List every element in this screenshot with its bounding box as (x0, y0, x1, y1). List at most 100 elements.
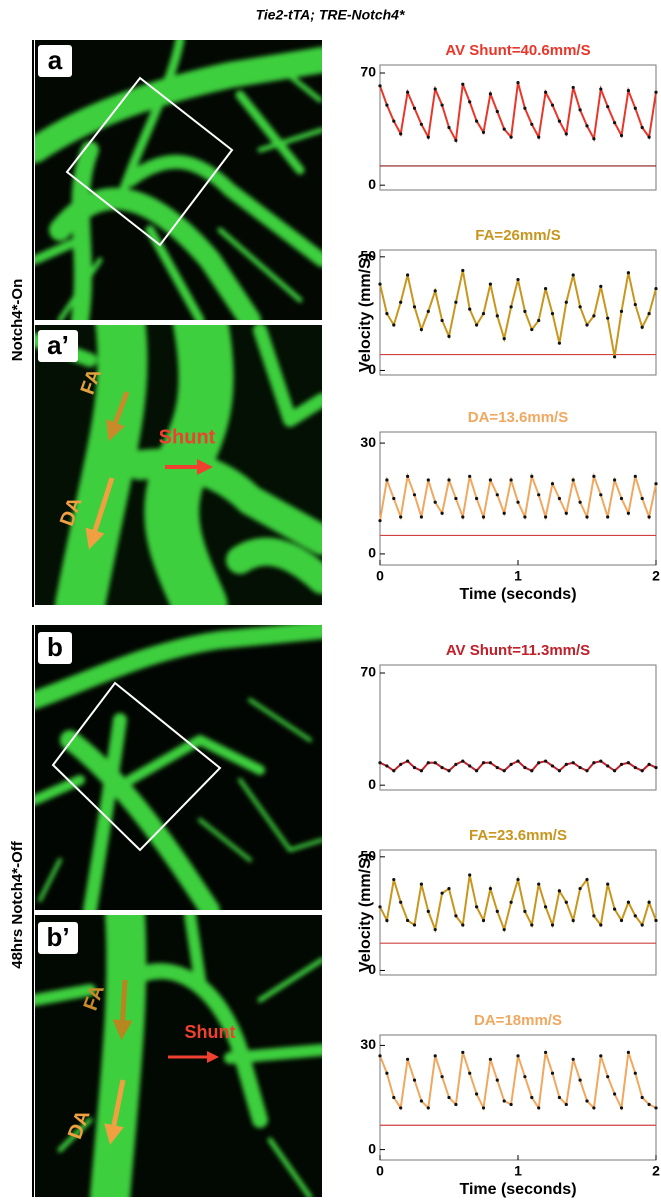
data-point (461, 759, 465, 763)
data-point (516, 877, 520, 882)
data-point (454, 138, 458, 142)
data-point (606, 764, 610, 768)
data-point (440, 511, 444, 515)
y-tick-label: 0 (368, 961, 376, 977)
data-point (626, 89, 631, 93)
data-point (447, 1095, 451, 1100)
data-point (557, 496, 562, 501)
data-point (606, 105, 610, 109)
plot-area (379, 1034, 657, 1161)
data-point (475, 496, 479, 501)
data-point (613, 121, 617, 125)
data-point (468, 100, 472, 104)
data-point (578, 500, 582, 504)
data-point (606, 1075, 610, 1079)
panel-label: a’ (47, 330, 69, 360)
chart-title: FA=26mm/S (475, 227, 560, 244)
annotation: Shunt (185, 1022, 236, 1042)
data-point (454, 496, 458, 501)
micrograph (35, 40, 322, 320)
data-point (537, 318, 541, 323)
data-point (488, 478, 492, 482)
data-point (585, 1099, 589, 1103)
data-point (481, 761, 486, 765)
data-point (399, 132, 403, 136)
data-point (516, 759, 520, 763)
data-point (385, 918, 389, 923)
y-tick-label: 50 (360, 248, 376, 264)
data-point (537, 1106, 541, 1110)
data-point (454, 762, 458, 766)
y-tick-label: 0 (368, 176, 376, 192)
chart-title: AV Shunt=40.6mm/S (445, 42, 590, 59)
data-point (440, 1075, 444, 1079)
data-point (537, 135, 541, 139)
data-point (633, 1071, 637, 1075)
annotation: Shunt (159, 426, 216, 448)
data-point (537, 761, 541, 765)
data-point (378, 519, 382, 523)
data-point (481, 515, 486, 519)
data-point (599, 1054, 603, 1058)
data-point (412, 493, 417, 497)
data-point (509, 1102, 513, 1107)
data-point (412, 305, 417, 309)
data-point (613, 1092, 617, 1096)
data-point (557, 769, 562, 773)
data-point (613, 478, 617, 482)
data-point (378, 761, 382, 765)
data-point (550, 923, 555, 927)
data-point (454, 1102, 458, 1107)
data-point (557, 889, 562, 893)
data-point (633, 474, 637, 478)
data-point (544, 515, 548, 519)
data-point (509, 900, 513, 904)
data-point (530, 474, 534, 478)
data-point (523, 765, 527, 770)
data-point (468, 307, 472, 311)
data-point (619, 918, 624, 923)
data-point (419, 1099, 423, 1103)
data-point (633, 302, 637, 307)
data-point (550, 103, 555, 107)
data-point (378, 1054, 382, 1058)
chart-title: DA=13.6mm/S (468, 409, 568, 426)
data-point (647, 762, 651, 766)
data-point (488, 282, 492, 286)
data-point (426, 309, 430, 313)
data-point (447, 334, 451, 338)
data-point (406, 474, 410, 478)
arrow (112, 979, 133, 1040)
x-axis-label: Time (seconds) (459, 586, 576, 603)
data-point (502, 511, 506, 515)
data-point (550, 764, 555, 768)
chart-title: AV Shunt=11.3mm/S (446, 642, 590, 659)
data-point (419, 882, 423, 886)
data-point (399, 515, 403, 519)
data-point (571, 761, 575, 765)
data-point (523, 909, 527, 913)
data-point (640, 1095, 644, 1100)
data-point (426, 761, 430, 765)
data-point (654, 918, 658, 923)
data-point (433, 500, 437, 504)
data-point (461, 923, 465, 927)
data-point (571, 478, 575, 482)
data-point (495, 109, 499, 114)
data-point (633, 765, 637, 770)
data-point (599, 284, 603, 288)
plot-area (379, 849, 657, 976)
data-point (385, 764, 389, 768)
arrow (104, 1079, 126, 1145)
row-label: 48hrs Notch4*-Off (9, 840, 26, 969)
figure-title: Tie2-tTA; TRE-Notch4* (256, 7, 405, 23)
data-point (606, 316, 610, 320)
panel-label-box (38, 330, 78, 362)
data-point (426, 1106, 430, 1110)
data-point (475, 1092, 479, 1096)
x-tick-label: 2 (652, 568, 660, 584)
data-point (592, 314, 596, 318)
data-point (419, 327, 423, 332)
chart-title: DA=18mm/S (474, 1012, 562, 1029)
data-point (475, 119, 479, 123)
